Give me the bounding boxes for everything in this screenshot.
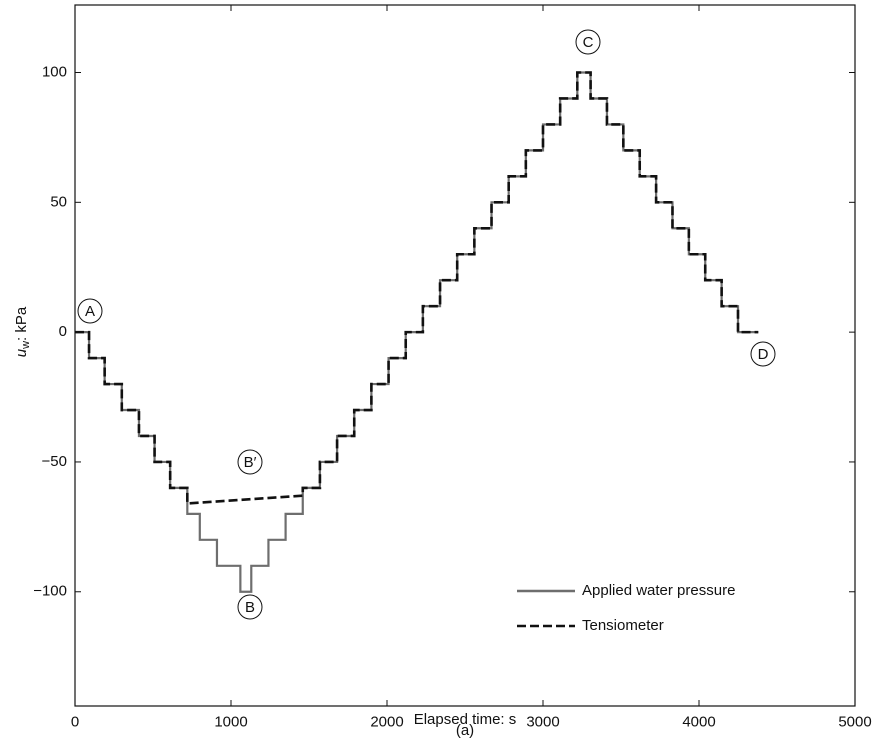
plot-frame [74, 4, 856, 707]
x-tick-label: 4000 [682, 713, 715, 730]
annotation-label: B′ [244, 454, 257, 471]
annotation-label: A [85, 303, 95, 320]
x-tick-label: 2000 [370, 713, 403, 730]
annotation-circle [750, 341, 776, 367]
x-tick-label: 0 [71, 713, 79, 730]
annotation-circle [575, 29, 601, 55]
y-tick-label: −100 [33, 583, 67, 600]
y-label-subscript: w [20, 341, 32, 350]
caption: (a) [456, 722, 474, 738]
annotation-circle [237, 594, 263, 620]
y-tick-label: 50 [50, 193, 67, 210]
y-label-symbol: u [13, 348, 30, 357]
y-tick-label: −50 [42, 453, 67, 470]
x-axis-label: Elapsed time: s [414, 711, 517, 728]
y-tick-label: 100 [42, 63, 67, 80]
legend-label: Applied water pressure [582, 582, 735, 599]
y-tick-label: 0 [59, 323, 67, 340]
y-axis-label: uw: kPa [13, 306, 32, 357]
series-line [75, 71, 759, 505]
annotation-label: C [583, 34, 594, 51]
legend-label: Tensiometer [582, 617, 664, 634]
annotation-label: B [245, 599, 255, 616]
annotation-circle [77, 298, 103, 324]
y-label-rest: : kPa [13, 306, 30, 341]
annotation-circle [237, 449, 263, 475]
x-tick-label: 5000 [838, 713, 871, 730]
annotation-label: D [758, 346, 769, 363]
x-tick-label: 1000 [214, 713, 247, 730]
x-tick-label: 3000 [526, 713, 559, 730]
